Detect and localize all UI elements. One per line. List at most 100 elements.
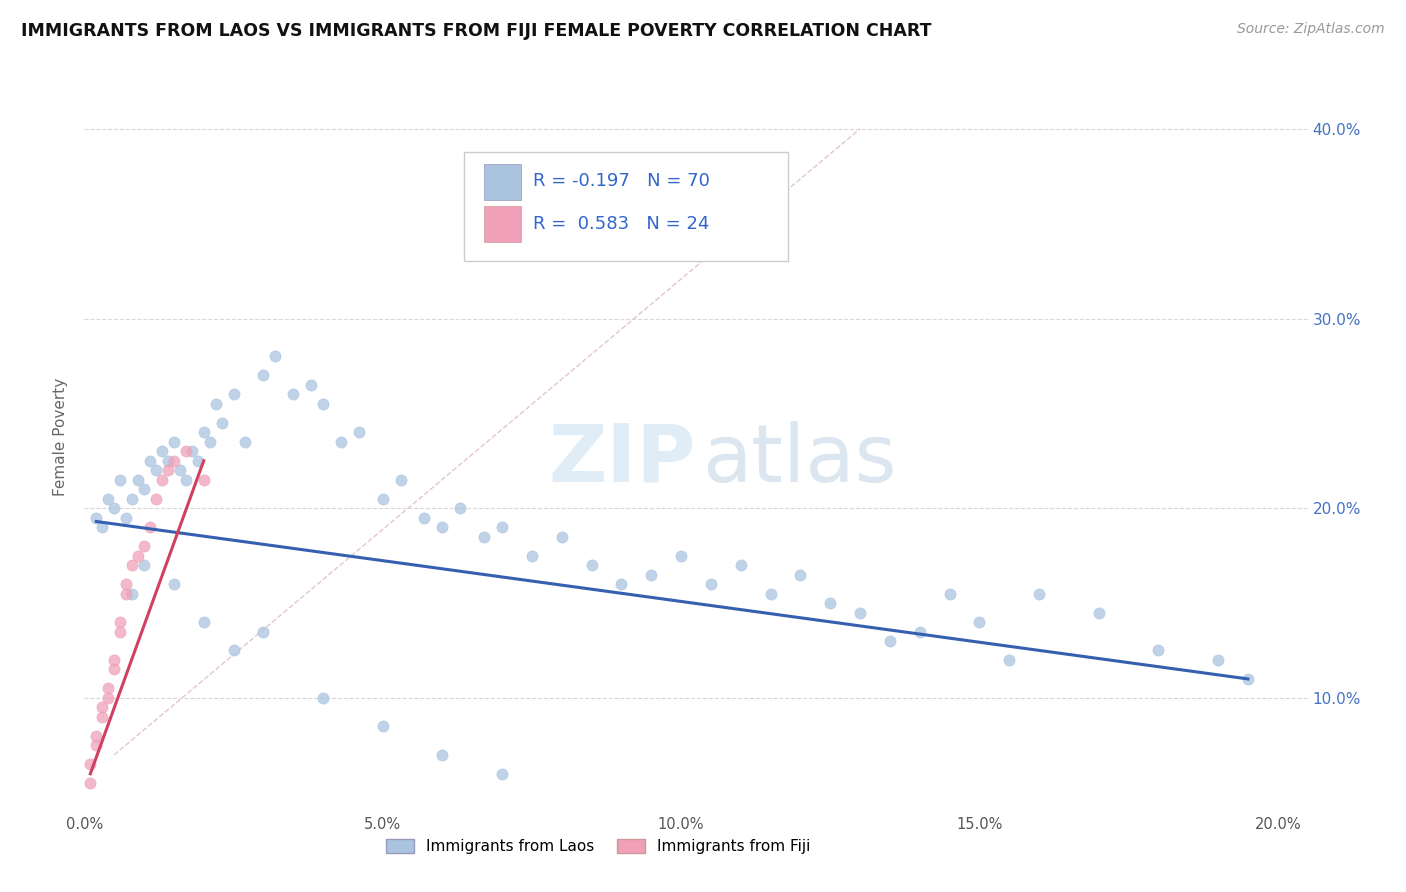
Point bbox=[103, 653, 125, 667]
Point bbox=[610, 577, 633, 591]
Point bbox=[491, 520, 513, 534]
Point bbox=[222, 387, 245, 401]
Point bbox=[84, 510, 107, 524]
Point bbox=[879, 634, 901, 648]
Point bbox=[79, 757, 101, 772]
Point bbox=[121, 558, 143, 573]
Point bbox=[103, 501, 125, 516]
Point bbox=[193, 473, 215, 487]
Point bbox=[413, 510, 436, 524]
FancyBboxPatch shape bbox=[484, 163, 522, 200]
Point bbox=[669, 549, 692, 563]
Point bbox=[156, 454, 179, 468]
Point bbox=[730, 558, 752, 573]
Point bbox=[139, 454, 162, 468]
Point bbox=[299, 378, 322, 392]
Point bbox=[132, 482, 155, 496]
Point bbox=[329, 434, 352, 449]
Point bbox=[97, 491, 120, 506]
Point bbox=[432, 747, 454, 762]
Text: ZIP: ZIP bbox=[548, 420, 696, 499]
Point bbox=[156, 463, 179, 477]
Point bbox=[84, 729, 107, 743]
Point bbox=[581, 558, 603, 573]
Point bbox=[283, 387, 305, 401]
Point bbox=[235, 434, 257, 449]
Point bbox=[150, 473, 173, 487]
Point bbox=[187, 454, 209, 468]
Point bbox=[264, 350, 287, 364]
Point bbox=[551, 530, 574, 544]
Point bbox=[174, 473, 197, 487]
Point bbox=[1206, 653, 1229, 667]
Text: atlas: atlas bbox=[702, 420, 897, 499]
Point bbox=[449, 501, 471, 516]
Point bbox=[127, 549, 149, 563]
Point bbox=[91, 520, 114, 534]
Point bbox=[180, 444, 202, 458]
Point bbox=[969, 615, 991, 629]
Point bbox=[472, 530, 495, 544]
Point bbox=[849, 606, 872, 620]
Point bbox=[371, 491, 394, 506]
Text: R = -0.197   N = 70: R = -0.197 N = 70 bbox=[533, 172, 710, 190]
Point bbox=[132, 558, 155, 573]
Point bbox=[121, 586, 143, 600]
Point bbox=[1147, 643, 1170, 657]
Point bbox=[432, 520, 454, 534]
Point bbox=[84, 739, 107, 753]
Point bbox=[163, 434, 186, 449]
Point bbox=[115, 577, 138, 591]
Point bbox=[163, 454, 186, 468]
Point bbox=[91, 710, 114, 724]
Point bbox=[91, 700, 114, 714]
Point bbox=[204, 397, 226, 411]
Point bbox=[1237, 672, 1260, 686]
Point bbox=[193, 615, 215, 629]
Point bbox=[1028, 586, 1050, 600]
Point bbox=[640, 567, 662, 582]
Point bbox=[103, 663, 125, 677]
Point bbox=[520, 549, 543, 563]
Point bbox=[150, 444, 173, 458]
Point bbox=[121, 491, 143, 506]
Point bbox=[97, 690, 120, 705]
Point bbox=[789, 567, 811, 582]
Point bbox=[252, 368, 274, 383]
Point bbox=[198, 434, 221, 449]
Point bbox=[174, 444, 197, 458]
Point bbox=[108, 615, 131, 629]
Point bbox=[132, 539, 155, 553]
Point bbox=[115, 510, 138, 524]
Point bbox=[700, 577, 723, 591]
Point bbox=[389, 473, 412, 487]
Point bbox=[115, 586, 138, 600]
Point bbox=[347, 425, 370, 440]
Point bbox=[79, 776, 101, 790]
Point bbox=[312, 690, 335, 705]
Point bbox=[163, 577, 186, 591]
Point bbox=[491, 766, 513, 780]
Point bbox=[145, 491, 167, 506]
Point bbox=[371, 719, 394, 733]
Text: IMMIGRANTS FROM LAOS VS IMMIGRANTS FROM FIJI FEMALE POVERTY CORRELATION CHART: IMMIGRANTS FROM LAOS VS IMMIGRANTS FROM … bbox=[21, 22, 932, 40]
Point bbox=[759, 586, 782, 600]
Point bbox=[108, 473, 131, 487]
FancyBboxPatch shape bbox=[464, 153, 787, 261]
Point bbox=[145, 463, 167, 477]
Point bbox=[193, 425, 215, 440]
Point bbox=[222, 643, 245, 657]
Point bbox=[998, 653, 1021, 667]
Point bbox=[908, 624, 931, 639]
Point bbox=[1087, 606, 1109, 620]
Y-axis label: Female Poverty: Female Poverty bbox=[53, 378, 69, 496]
Legend: Immigrants from Laos, Immigrants from Fiji: Immigrants from Laos, Immigrants from Fi… bbox=[380, 833, 817, 860]
Point bbox=[211, 416, 233, 430]
Point bbox=[312, 397, 335, 411]
Point bbox=[938, 586, 960, 600]
Point bbox=[818, 596, 841, 610]
Text: R =  0.583   N = 24: R = 0.583 N = 24 bbox=[533, 215, 710, 233]
FancyBboxPatch shape bbox=[484, 206, 522, 243]
Point bbox=[127, 473, 149, 487]
Text: Source: ZipAtlas.com: Source: ZipAtlas.com bbox=[1237, 22, 1385, 37]
